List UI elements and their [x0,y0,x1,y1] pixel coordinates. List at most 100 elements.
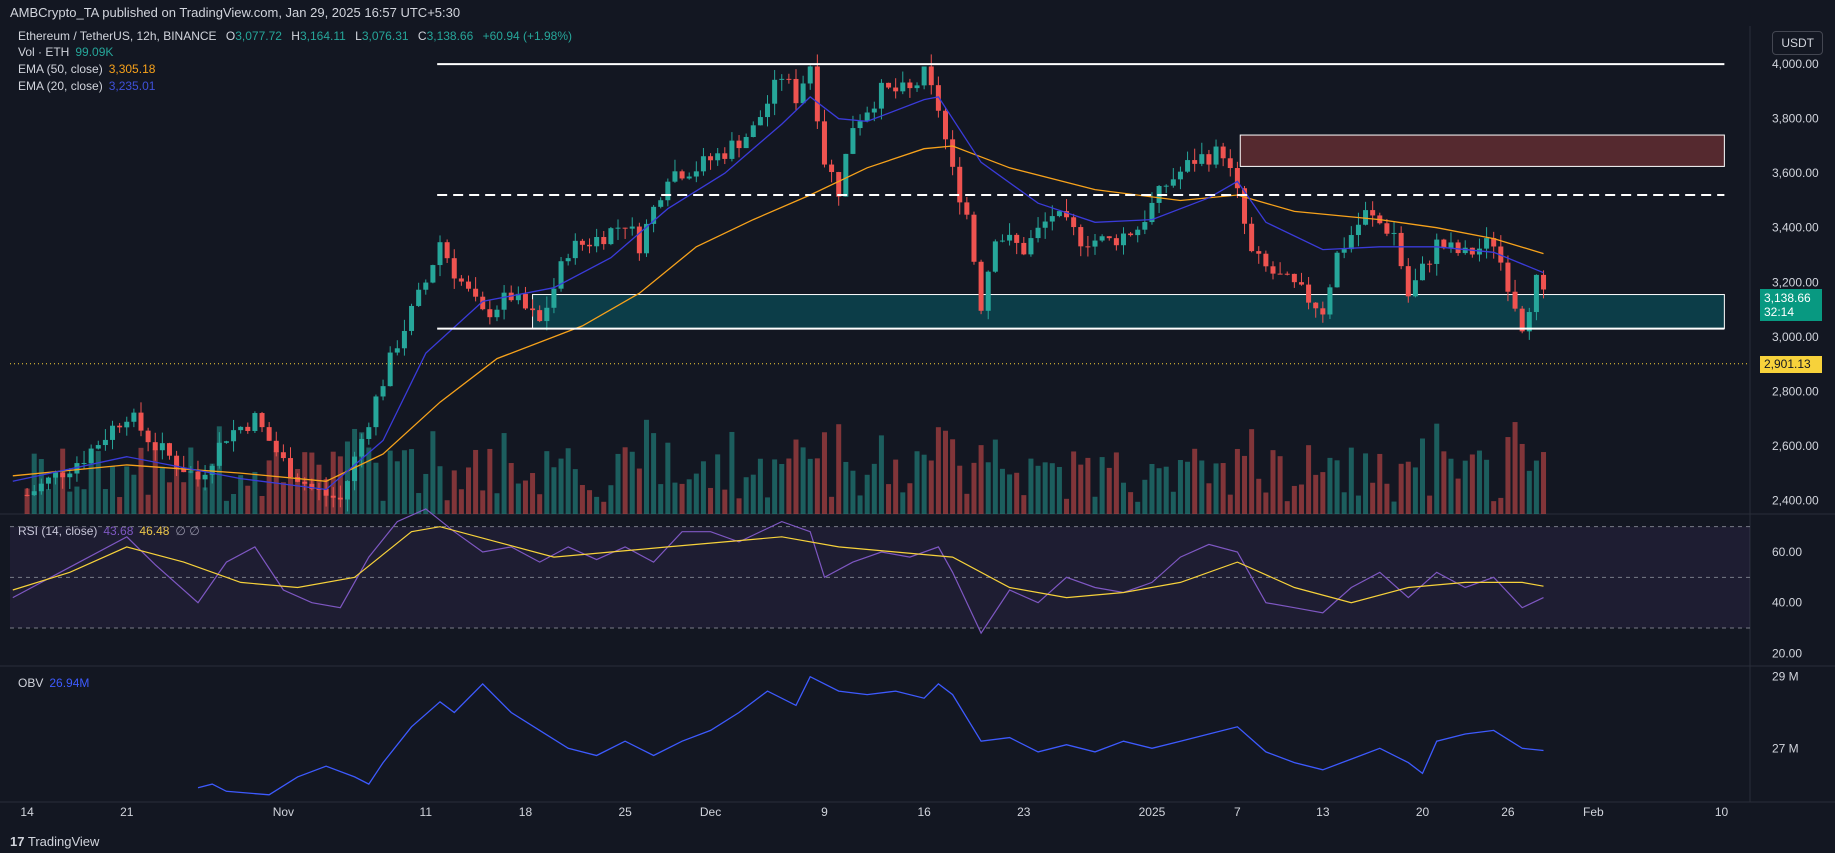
volume-bar [1092,496,1098,514]
candle [110,425,116,440]
volume-bar [1199,460,1205,514]
volume-bar [665,442,671,514]
candle [1163,185,1169,187]
volume-bar [779,464,785,514]
volume-legend[interactable]: Vol · ETH 99.09K [18,45,114,59]
volume-bar [1078,464,1084,514]
ema50-legend[interactable]: EMA (50, close) 3,305.18 [18,62,156,76]
volume-bar [964,493,970,514]
volume-bar [800,447,806,514]
volume-bar [344,441,350,514]
volume-bar [1484,459,1490,514]
candle [1427,263,1433,265]
volume-bar [1120,482,1126,514]
candle [565,258,571,262]
candle [1049,216,1055,222]
candle [1370,210,1376,216]
candle [1405,266,1411,297]
candle [501,292,507,310]
volume-bar [1192,448,1198,514]
volume-bar [31,453,37,514]
volume-bar [900,492,906,514]
candle [366,427,372,439]
candle [601,236,607,245]
volume-bar [672,482,678,514]
candle [579,240,585,245]
candle [309,483,315,489]
volume-bar [1021,495,1027,514]
ema50-line [12,145,1544,482]
volume-bar [45,489,51,514]
rsi-legend[interactable]: RSI (14, close) 43.68 46.48 ∅ ∅ [18,524,200,538]
volume-bar [857,495,863,514]
candle [480,296,486,310]
volume-bar [515,483,521,514]
volume-bar [209,463,215,514]
volume-bar [401,450,407,514]
volume-bar [1277,456,1283,514]
price-tick-label: 3,600.00 [1772,166,1819,180]
candle [174,455,180,468]
candle [679,171,685,179]
volume-bar [238,475,244,514]
time-tick-label: 11 [420,805,433,819]
candle [636,226,642,254]
volume-bar [928,460,934,514]
time-tick-label: 25 [618,805,632,819]
volume-bar [1533,460,1539,514]
candle [67,473,73,478]
candle [821,121,827,165]
volume-bar [1163,466,1169,514]
volume-bar [131,474,137,514]
volume-bar [1156,468,1162,514]
symbol-title[interactable]: Ethereum / TetherUS, 12h, BINANCE [18,29,217,43]
volume-bar [1206,483,1212,514]
candle [900,82,906,92]
volume-bar [579,485,585,514]
candle [1398,232,1404,267]
time-tick-label: 14 [20,805,34,819]
candle [1135,229,1141,236]
candle [1306,284,1312,303]
candle [622,227,628,229]
candle [836,172,842,197]
volume-bar [110,466,116,514]
volume-bar [1370,482,1376,514]
volume-bar [1149,463,1155,514]
candle [138,412,144,431]
candle [437,242,443,266]
chart-canvas[interactable]: 4,000.00 3,800.00 3,600.00 3,400.00 3,200.00… [0,26,1835,826]
candle [843,153,849,197]
volume-bar [1064,498,1070,514]
obv-legend[interactable]: OBV 26.94M [18,676,90,690]
rsi-ma-value: 46.48 [139,524,170,538]
candle [344,481,350,500]
volume-bar [715,454,721,514]
candle [1242,188,1248,224]
volume-bar [145,494,151,514]
candle [992,241,998,272]
volume-bar [871,463,877,514]
candle [330,495,336,498]
volume-bar [914,451,920,514]
volume-bar [1249,429,1255,514]
volume-bar [1177,460,1183,514]
candle [280,452,286,459]
candle [181,467,187,473]
candle [1142,222,1148,230]
candle [451,258,457,279]
candle [594,236,600,247]
obv-value: 26.94M [49,676,90,690]
volume-bar [487,448,493,514]
candle [216,442,222,466]
ema20-legend[interactable]: EMA (20, close) 3,235.01 [18,79,156,93]
volume-bar [152,448,158,514]
currency-button[interactable]: USDT [1772,31,1823,55]
candle [394,348,400,353]
volume-bar [1056,466,1062,514]
candle [295,477,301,482]
candle [88,448,94,464]
volume-bar [280,482,286,514]
candle [907,82,913,89]
volume-bar [750,474,756,514]
